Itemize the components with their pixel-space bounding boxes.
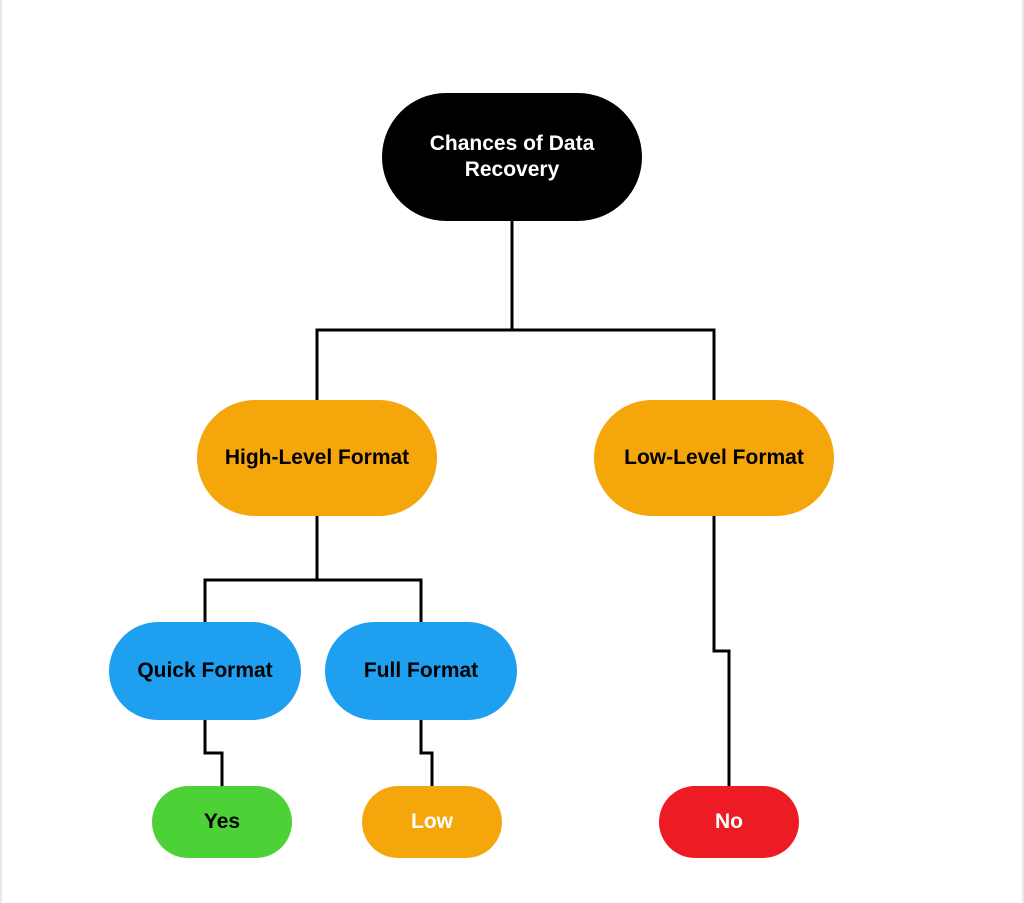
node-label-high: High-Level Format	[225, 445, 409, 471]
node-root: Chances of Data Recovery	[382, 93, 642, 221]
node-label-full: Full Format	[364, 658, 478, 684]
node-label-lowchance: Low	[411, 809, 453, 835]
node-label-root: Chances of Data Recovery	[430, 131, 595, 184]
node-lowchance: Low	[362, 786, 502, 858]
node-quick: Quick Format	[109, 622, 301, 720]
node-label-yes: Yes	[204, 809, 240, 835]
node-low: Low-Level Format	[594, 400, 834, 516]
node-yes: Yes	[152, 786, 292, 858]
node-label-low: Low-Level Format	[624, 445, 804, 471]
node-no: No	[659, 786, 799, 858]
node-label-quick: Quick Format	[137, 658, 272, 684]
node-high: High-Level Format	[197, 400, 437, 516]
node-full: Full Format	[325, 622, 517, 720]
node-label-no: No	[715, 809, 743, 835]
